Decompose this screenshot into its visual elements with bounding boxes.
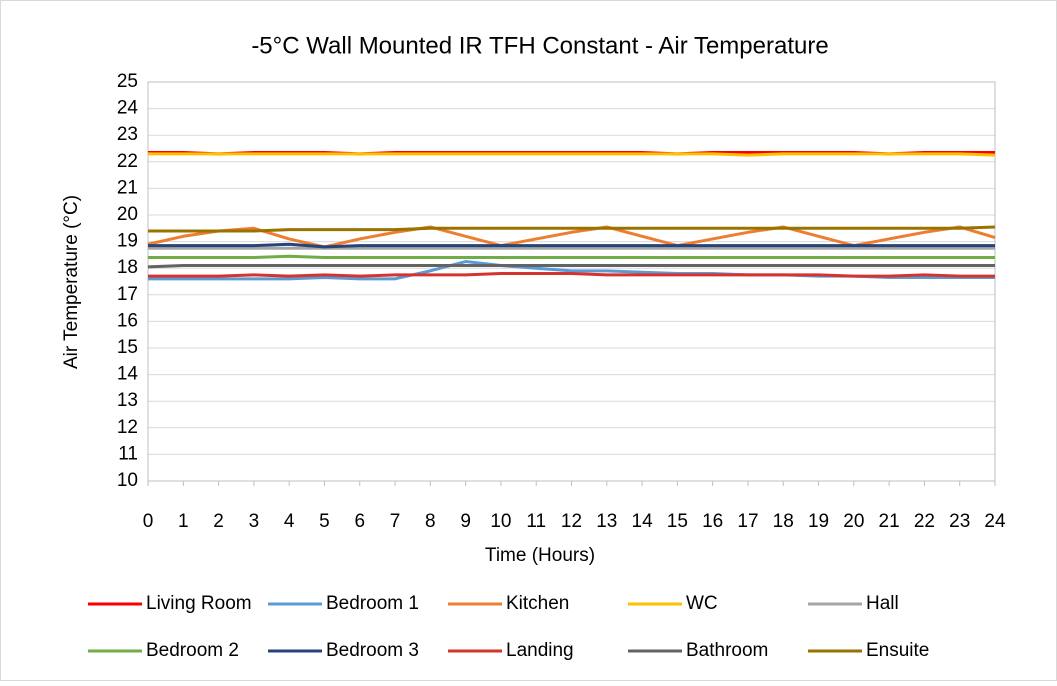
series-line [148,272,995,278]
x-tick-label: 24 [984,511,1006,532]
y-tick-label: 14 [117,364,139,385]
series-line [148,242,995,249]
legend-label: Bathroom [686,640,768,661]
x-tick-label: 23 [949,511,970,532]
series-line [148,152,996,157]
x-tick-label: 20 [843,511,864,532]
x-tick-label: 0 [143,511,154,532]
x-tick-label: 9 [460,511,471,532]
y-tick-label: 11 [118,443,138,464]
legend-label: Hall [866,593,899,614]
y-tick-label: 13 [117,390,138,411]
x-tick-label: 1 [178,511,189,532]
x-tick-label: 13 [596,511,617,532]
chart-title: -5°C Wall Mounted IR TFH Constant - Air … [251,32,828,59]
legend-label: Bedroom 1 [326,593,419,614]
legend-label: Landing [506,640,574,661]
legend-label: Bedroom 2 [146,640,239,661]
x-tick-label: 15 [667,511,688,532]
x-tick-label: 4 [284,511,295,532]
y-axis-title: Air Temperature (°C) [61,195,82,369]
legend-label: Ensuite [866,640,929,661]
x-tick-label: 7 [390,511,401,532]
y-tick-label: 10 [117,470,138,491]
x-tick-label: 21 [879,511,900,532]
x-tick-label: 6 [354,511,365,532]
y-tick-label: 17 [117,284,138,305]
series-line [148,254,995,260]
x-tick-label: 3 [249,511,260,532]
x-tick-label: 11 [526,511,546,532]
legend-label: Kitchen [506,593,569,614]
x-tick-label: 16 [702,511,723,532]
x-tick-label: 14 [632,511,654,532]
x-tick-label: 12 [561,511,582,532]
y-tick-label: 16 [117,310,138,331]
legend-label: Living Room [146,593,252,614]
x-tick-label: 19 [808,511,829,532]
y-tick-label: 21 [117,177,138,198]
x-tick-label: 18 [773,511,794,532]
y-tick-label: 22 [117,151,138,172]
x-tick-label: 22 [914,511,935,532]
y-tick-label: 12 [117,417,138,438]
y-tick-label: 15 [117,337,138,358]
legend-label: Bedroom 3 [326,640,419,661]
y-tick-label: 23 [117,124,138,145]
y-tick-label: 20 [117,204,138,225]
x-tick-label: 10 [490,511,511,532]
series-line [147,264,995,269]
y-tick-label: 19 [117,231,138,252]
x-tick-label: 17 [737,511,758,532]
y-tick-label: 18 [117,257,138,278]
legend-label: WC [686,593,718,614]
y-tick-label: 24 [117,98,139,119]
x-tick-label: 2 [213,511,224,532]
plot-border [147,81,996,482]
series-line [148,225,996,233]
x-tick-label: 5 [319,511,330,532]
x-axis-title: Time (Hours) [485,545,595,566]
x-tick-label: 8 [425,511,436,532]
y-tick-label: 25 [117,71,138,92]
